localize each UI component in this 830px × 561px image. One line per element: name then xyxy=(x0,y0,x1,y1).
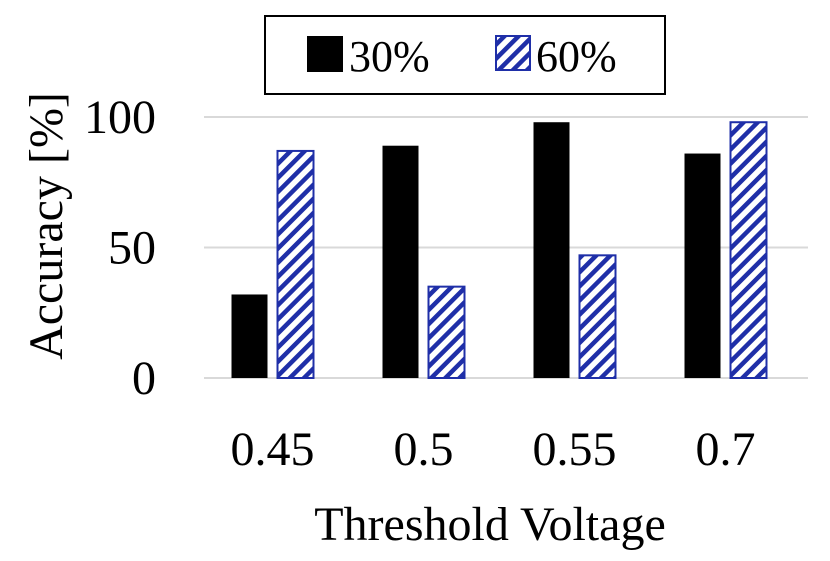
bar-60%-0.5 xyxy=(427,285,466,379)
legend-swatch-30 xyxy=(307,36,343,72)
bar-60%-0.7 xyxy=(729,121,768,379)
bar-60%-0.55 xyxy=(578,254,617,379)
x-tick-label: 0.5 xyxy=(394,423,454,476)
legend-label-60: 60% xyxy=(536,32,617,81)
y-axis-label: Accuracy [%] xyxy=(20,92,73,360)
legend-swatch-60 xyxy=(495,35,531,71)
bar-30%-0.55 xyxy=(533,122,570,378)
x-tick-label: 0.7 xyxy=(696,423,756,476)
x-tick-labels: 0.45 0.5 0.55 0.7 xyxy=(231,423,756,476)
x-tick-label: 0.45 xyxy=(231,423,315,476)
x-tick-label: 0.55 xyxy=(533,423,617,476)
x-axis-label: Threshold Voltage xyxy=(314,498,666,551)
legend: 30% 60% xyxy=(264,15,666,95)
y-tick-label: 0 xyxy=(132,352,156,405)
bar-30%-0.45 xyxy=(231,294,268,378)
bar-30%-0.7 xyxy=(684,153,721,378)
y-tick-label: 50 xyxy=(108,222,156,275)
bar-30%-0.5 xyxy=(382,145,419,378)
legend-label-30: 30% xyxy=(349,32,430,81)
y-tick-labels: 0 50 100 xyxy=(84,91,156,405)
y-tick-label: 100 xyxy=(84,91,156,144)
bar-60%-0.45 xyxy=(276,149,315,379)
bars xyxy=(231,121,768,379)
